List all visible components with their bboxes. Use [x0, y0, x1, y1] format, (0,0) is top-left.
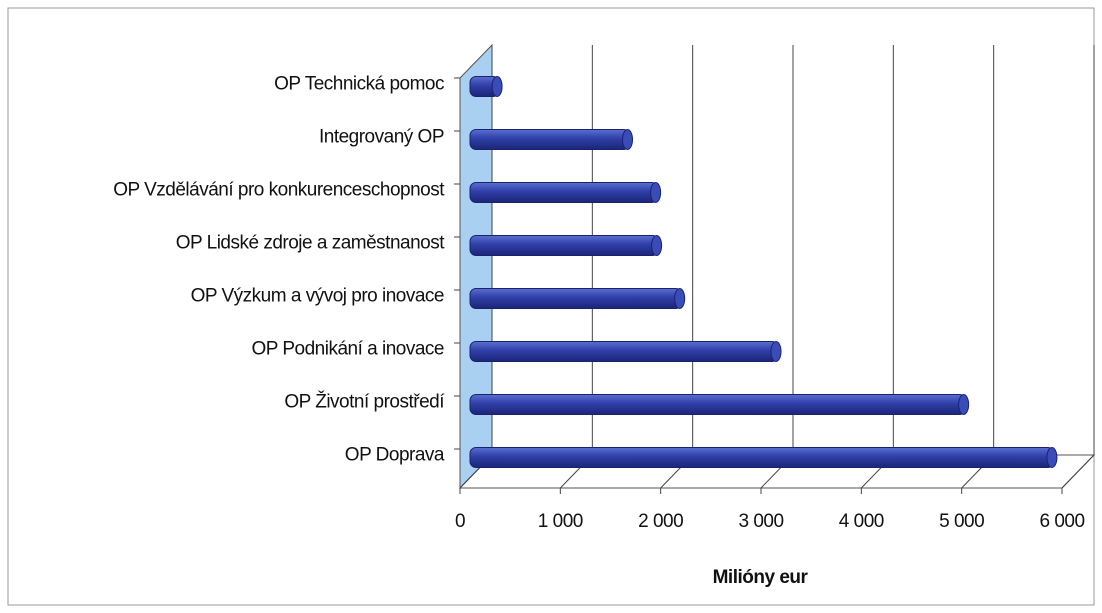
- bar-cap: [491, 76, 503, 97]
- bar-cap: [674, 288, 686, 309]
- y-tick-label: OP Lidské zdroje a zaměstnanost: [176, 233, 445, 254]
- y-tick-label: Integrovaný OP: [319, 127, 444, 148]
- bar: [469, 341, 779, 362]
- x-tick-label: 2 000: [638, 511, 683, 532]
- y-tick-label: OP Vzdělávání pro konkurenceschopnost: [113, 180, 445, 201]
- x-tick-label: 1 000: [538, 511, 583, 532]
- bar: [469, 182, 659, 203]
- bar-cap: [770, 341, 782, 362]
- x-tick-label: 6 000: [1039, 511, 1084, 532]
- bar: [469, 235, 660, 256]
- y-tick-label: OP Životní prostředí: [284, 391, 445, 413]
- x-axis-title: Milióny eur: [713, 567, 809, 588]
- bar-cap: [650, 182, 662, 203]
- bar-cap: [1046, 447, 1058, 468]
- bar: [469, 288, 683, 309]
- y-tick-label: OP Výzkum a vývoj pro inovace: [191, 286, 444, 307]
- bar-cap: [622, 129, 634, 150]
- bar-cap: [651, 235, 663, 256]
- grid-line: [1061, 45, 1095, 489]
- x-tick-label: 0: [455, 511, 465, 532]
- bar: [469, 447, 1055, 468]
- bar-cap: [958, 394, 970, 415]
- x-tick-label: 3 000: [738, 511, 783, 532]
- left-wall: [459, 43, 493, 490]
- y-tick-label: OP Podnikání a inovace: [251, 339, 444, 360]
- y-tick-label: OP Doprava: [345, 445, 445, 466]
- bar: [469, 394, 967, 415]
- y-tick-label: OP Technická pomoc: [274, 74, 444, 95]
- x-tick-label: 5 000: [939, 511, 984, 532]
- x-tick-label: 4 000: [839, 511, 884, 532]
- bar: [469, 129, 631, 150]
